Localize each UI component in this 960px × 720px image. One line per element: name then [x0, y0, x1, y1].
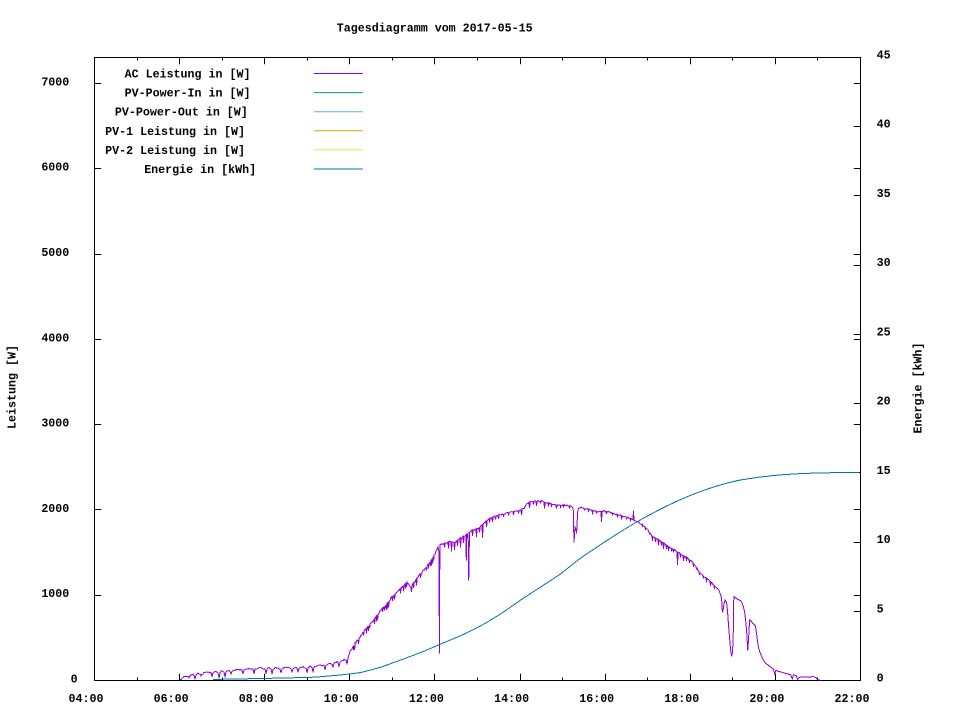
svg-text:10:00: 10:00: [324, 692, 359, 706]
svg-text:14:00: 14:00: [494, 692, 529, 706]
svg-text:45: 45: [877, 49, 891, 63]
svg-text:Leistung [W]: Leistung [W]: [6, 345, 20, 429]
svg-text:4000: 4000: [41, 331, 69, 345]
svg-text:0: 0: [877, 672, 884, 686]
svg-text:AC Leistung in [W]: AC Leistung in [W]: [125, 68, 251, 82]
svg-text:0: 0: [71, 673, 78, 687]
svg-text:7000: 7000: [41, 75, 69, 89]
svg-text:12:00: 12:00: [409, 692, 444, 706]
svg-text:Energie in [kWh]: Energie in [kWh]: [144, 163, 256, 177]
svg-text:PV-1 Leistung in [W]: PV-1 Leistung in [W]: [105, 125, 245, 139]
svg-text:1000: 1000: [41, 587, 69, 601]
svg-text:04:00: 04:00: [69, 692, 104, 706]
svg-text:06:00: 06:00: [154, 692, 189, 706]
svg-text:Energie [kWh]: Energie [kWh]: [912, 343, 926, 434]
svg-text:35: 35: [877, 187, 891, 201]
svg-text:10: 10: [877, 533, 891, 547]
svg-text:20: 20: [877, 395, 891, 409]
svg-text:08:00: 08:00: [239, 692, 274, 706]
svg-text:5: 5: [877, 602, 884, 616]
svg-text:PV-Power-Out in [W]: PV-Power-Out in [W]: [115, 106, 248, 120]
svg-text:25: 25: [877, 325, 891, 339]
svg-text:Tagesdiagramm vom 2017-05-15: Tagesdiagramm vom 2017-05-15: [337, 21, 533, 35]
svg-text:40: 40: [877, 118, 891, 132]
svg-text:22:00: 22:00: [835, 692, 870, 706]
svg-text:3000: 3000: [41, 417, 69, 431]
svg-text:5000: 5000: [41, 246, 69, 260]
svg-text:PV-2 Leistung in [W]: PV-2 Leistung in [W]: [105, 144, 245, 158]
svg-text:16:00: 16:00: [579, 692, 614, 706]
svg-text:30: 30: [877, 256, 891, 270]
svg-text:6000: 6000: [41, 161, 69, 175]
svg-text:PV-Power-In in [W]: PV-Power-In in [W]: [125, 87, 251, 101]
svg-text:2000: 2000: [41, 502, 69, 516]
svg-text:15: 15: [877, 464, 891, 478]
svg-text:18:00: 18:00: [664, 692, 699, 706]
svg-text:20:00: 20:00: [749, 692, 784, 706]
